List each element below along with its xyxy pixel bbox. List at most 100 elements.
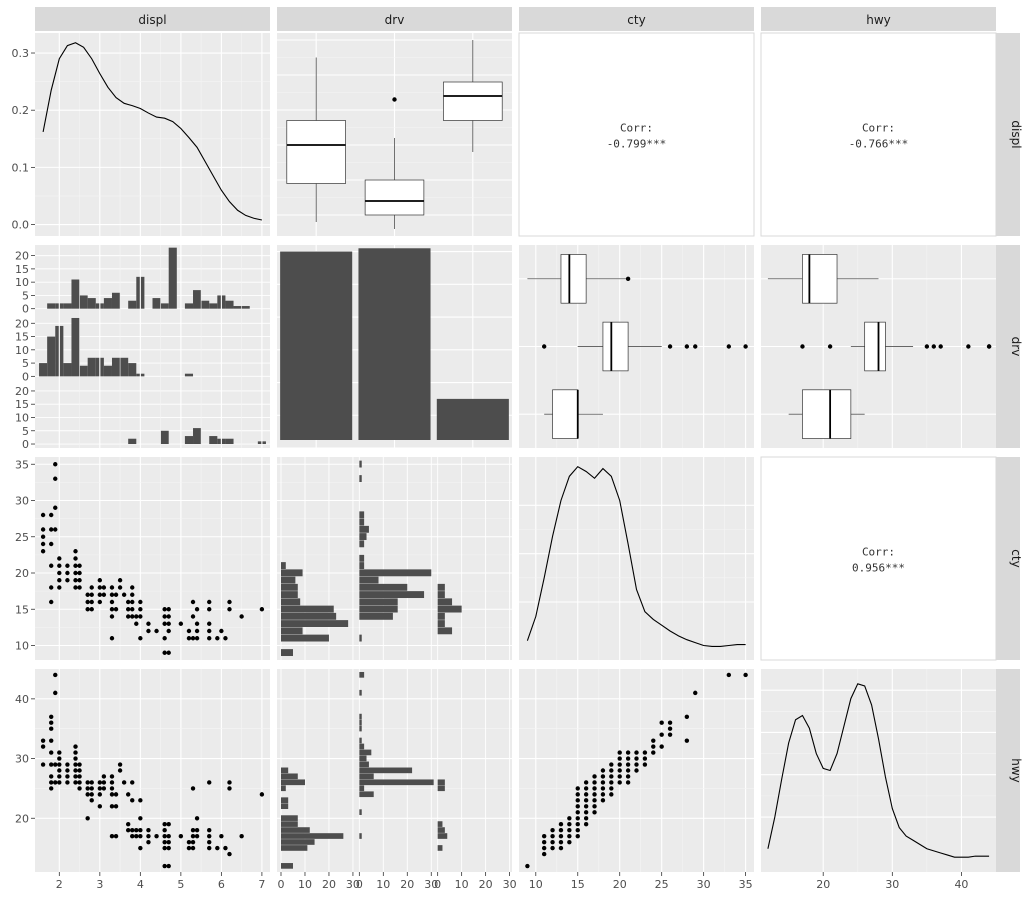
x-tick-label-hwy: 40 [954, 878, 968, 891]
scatter-point [89, 585, 94, 590]
hist-bar-drv-4 [281, 839, 315, 845]
boxplot-drv-r [443, 40, 503, 152]
scatter-point [53, 690, 58, 696]
y-tick-label-hwy: 30 [15, 753, 29, 766]
x-tick-label-cty: 10 [529, 878, 543, 891]
hist-bar-drv-4 [281, 833, 344, 839]
boxplot-drv-4 [286, 57, 346, 222]
scatter-point [130, 828, 135, 833]
hist-bar-drv-f [359, 511, 365, 519]
correlation-value-displ-cty: -0.799*** [607, 138, 667, 151]
hist-bar-drv-4 [281, 863, 293, 869]
scatter-point [592, 810, 597, 815]
scatter-point [109, 592, 115, 597]
scatter-point [550, 828, 555, 833]
hist-bar-drv-4 [111, 292, 121, 309]
hist-bar-drv-f [359, 773, 374, 780]
scatter-point [558, 839, 564, 845]
scatter-point [57, 578, 62, 583]
scatter-point [89, 607, 94, 612]
hist-bar-drv-r [437, 785, 445, 792]
scatter-point [125, 607, 131, 612]
grid-v-hwy-hwy [822, 669, 962, 872]
outlier-point [541, 344, 547, 349]
scatter-point [85, 592, 90, 597]
scatter-point [109, 780, 115, 785]
hist-bar-drv-4 [281, 562, 286, 570]
density-curve-displ [42, 42, 263, 221]
y-tick-label-drv: 20 [15, 317, 29, 330]
scatter-point [162, 636, 167, 641]
hist-bar-drv-4 [281, 627, 303, 635]
scatter-point [85, 816, 90, 821]
scatter-point [125, 822, 131, 827]
scatter-point [642, 756, 648, 761]
scatter-point [550, 845, 555, 851]
scatter-point [73, 780, 78, 785]
scatter-point [49, 738, 54, 743]
scatter-point [575, 833, 580, 839]
scatter-point [223, 636, 228, 641]
scatter-point [49, 541, 54, 547]
scatter-point [625, 756, 631, 761]
scatter-point [194, 628, 200, 634]
scatter-point [65, 570, 70, 576]
scatter-point [113, 792, 119, 797]
outlier-point [743, 344, 748, 349]
scatter-point [625, 774, 631, 779]
scatter-point [166, 839, 171, 845]
scatter-point [190, 839, 196, 845]
scatter-point [138, 828, 143, 833]
scatter-point [634, 756, 639, 761]
scatter-point [625, 780, 631, 785]
scatter-point [77, 578, 82, 583]
scatter-point [40, 527, 46, 532]
scatter-point [558, 833, 564, 839]
outlier-point [938, 344, 943, 349]
y-tick-label-drv: 5 [22, 357, 29, 370]
scatter-point [85, 792, 90, 797]
x-tick-label-displ: 3 [96, 878, 103, 891]
scatter-point [130, 780, 135, 785]
scatter-point [125, 599, 131, 605]
scatter-point [541, 839, 547, 845]
scatter-point [73, 585, 78, 590]
scatter-point [73, 556, 78, 561]
scatter-point [117, 585, 123, 590]
scatter-point [134, 828, 139, 833]
scatter-point [146, 621, 151, 626]
scatter-point [49, 762, 54, 767]
hist-bar-drv-f [359, 634, 362, 642]
scatter-point [40, 549, 46, 554]
hist-bar-drv-r [437, 845, 443, 851]
histograms-hwy-by-drv [280, 669, 511, 872]
panel-bg-hwy-hwy [761, 669, 996, 872]
scatter-point [89, 786, 94, 791]
scatter-point [583, 798, 589, 803]
grid-v-cty-cty [535, 457, 747, 660]
hist-bar-drv-r [437, 598, 453, 606]
grid-h-hwy-drv [277, 698, 512, 819]
hist-bar-drv-f [359, 713, 362, 720]
hist-bar-drv-f [359, 749, 372, 756]
hist-bar-drv-4 [47, 303, 56, 309]
scatter-point [575, 798, 580, 803]
hist-bar-drv-r [437, 627, 453, 635]
hist-bar-drv-4 [63, 303, 72, 309]
scatter-point [146, 828, 151, 833]
scatter-point [57, 750, 62, 755]
hist-bar-drv-4 [281, 767, 289, 774]
scatter-point [186, 845, 192, 851]
scatter-point [162, 828, 167, 833]
scatter-point [600, 768, 606, 773]
y-tick-label-cty: 35 [15, 458, 29, 471]
box-body [802, 389, 852, 439]
scatter-point [575, 804, 580, 809]
scatter-point [162, 833, 167, 839]
scatter-point [575, 822, 580, 827]
bar-drv-f [358, 248, 431, 440]
scatter-point [186, 636, 192, 641]
y-tick-label-hwy: 20 [15, 812, 29, 825]
scatter-point [113, 592, 119, 597]
scatter-point [651, 750, 656, 755]
